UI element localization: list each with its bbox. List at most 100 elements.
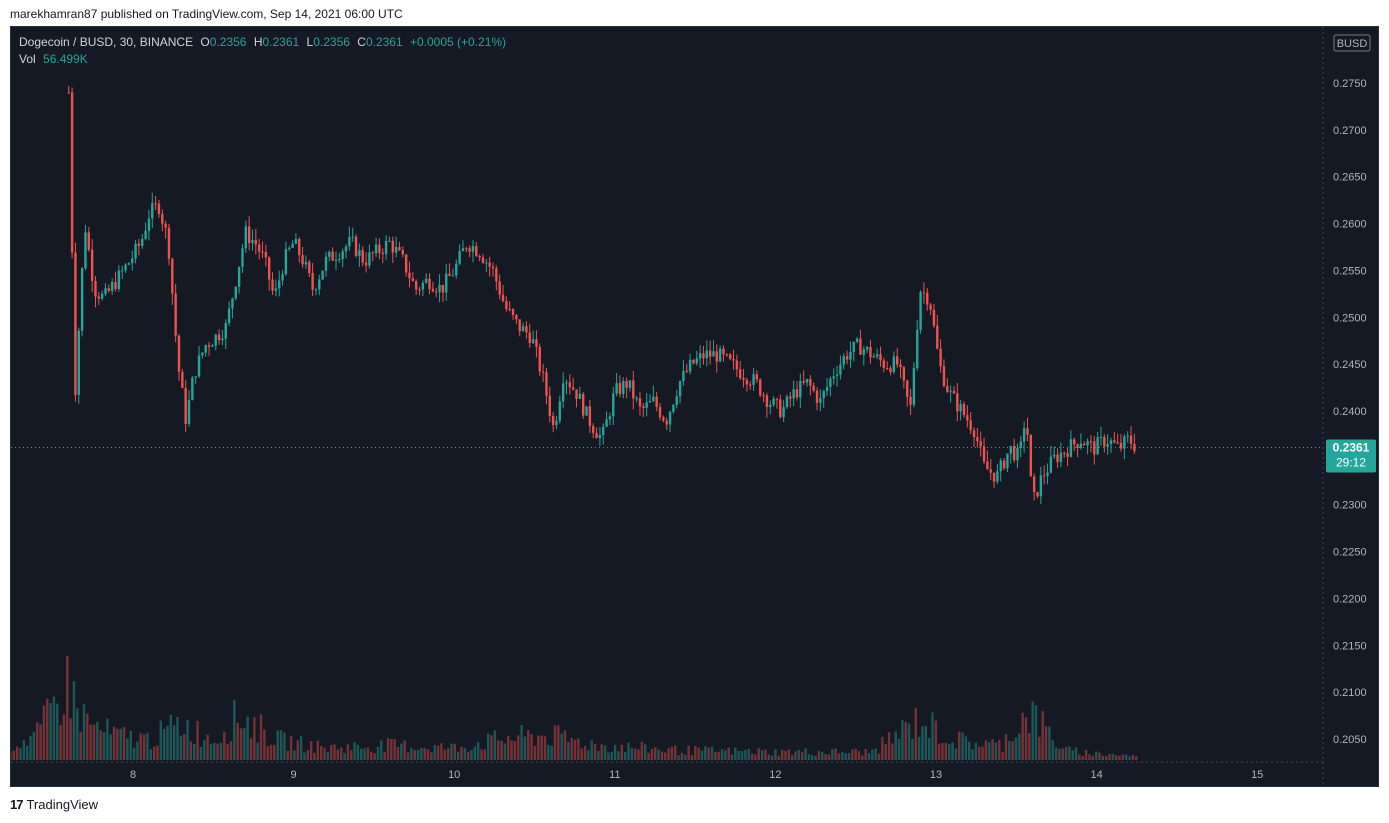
candle-body (822, 391, 825, 399)
volume-bar (901, 720, 904, 760)
candle-body (1063, 452, 1066, 454)
candle-body (314, 289, 318, 291)
volume-bar (96, 721, 99, 760)
candle-body (1129, 435, 1133, 444)
candle-body (642, 406, 645, 408)
candle-body (217, 334, 221, 341)
price-tick-label: 0.2250 (1333, 547, 1367, 559)
candle-body (999, 460, 1002, 472)
volume-bar (797, 749, 801, 760)
volume-bar (800, 752, 804, 760)
volume-bar (1135, 756, 1138, 760)
volume-bar (961, 732, 964, 760)
candle-body (391, 240, 394, 253)
volume-bar (49, 702, 52, 760)
volume-bar (162, 728, 166, 760)
volume-bar (289, 736, 293, 760)
candle-body (802, 380, 805, 383)
candle-body (511, 309, 515, 315)
volume-bar (423, 748, 426, 760)
volume-bar (921, 726, 924, 760)
candle-body (1036, 492, 1039, 497)
price-tick-label: 0.2450 (1333, 359, 1367, 371)
currency-box[interactable] (1333, 34, 1371, 52)
candle-body (308, 262, 311, 274)
candle-body (348, 237, 351, 247)
candle-body (458, 251, 461, 264)
volume-bar (814, 755, 817, 760)
volume-bar (834, 748, 837, 760)
candle-body (334, 259, 338, 261)
volume-bar (917, 736, 921, 760)
volume-bar (931, 712, 934, 760)
candlestick-chart[interactable]: 0.2750 0.2700 0.2650 0.2600 0.2550 0.2500 0.24… (11, 27, 1378, 786)
volume-bar (276, 730, 279, 760)
candle-body (625, 381, 628, 388)
candle-body (435, 291, 438, 293)
candle-body (1106, 444, 1109, 447)
volume-bar (957, 731, 961, 760)
candle-body (865, 347, 869, 350)
candle-body (705, 350, 708, 359)
volume-bar (684, 754, 687, 760)
candle-body (762, 395, 765, 397)
candle-body (839, 364, 842, 375)
volume-bar (647, 752, 650, 760)
volume-bar (690, 755, 694, 760)
volume-bar (32, 731, 36, 760)
volume-bar (587, 749, 590, 760)
volume-bar (126, 738, 129, 760)
brand-name: TradingView (26, 797, 99, 812)
volume-bar (704, 746, 707, 760)
volume-bar (233, 699, 236, 760)
tradingview-logo-icon: 17 (10, 797, 24, 812)
candle-body (247, 226, 251, 243)
volume-bar (500, 740, 503, 760)
volume-bar (11, 751, 12, 760)
candle-body (151, 203, 154, 219)
volume-bar (730, 754, 734, 760)
candle-body (455, 263, 458, 276)
volume-bar (734, 747, 737, 760)
candle-body (411, 278, 415, 282)
volume-bar (363, 748, 366, 760)
volume-bar (236, 722, 239, 760)
volume-bar (413, 749, 416, 760)
candle-body (167, 227, 171, 259)
chart-frame[interactable]: 0.2750 0.2700 0.2650 0.2600 0.2550 0.2500 0.24… (10, 26, 1379, 787)
candle-body (1069, 439, 1073, 457)
candle-body (237, 266, 241, 287)
volume-bar (446, 748, 450, 760)
volume-bar (600, 744, 603, 760)
candle-body (404, 254, 408, 273)
volume-bar (186, 719, 189, 760)
volume-bar (593, 744, 597, 760)
volume-bar (383, 751, 386, 760)
volume-bar (934, 720, 938, 760)
volume-bar (1011, 741, 1014, 760)
volume-bar (82, 704, 86, 760)
volume-bar (470, 750, 473, 760)
symbol-name: Dogecoin / BUSD, 30, BINANCE (19, 35, 193, 49)
volume-bar (897, 739, 901, 760)
candle-body (311, 273, 314, 290)
candle-body (221, 338, 224, 341)
candle-body (992, 472, 996, 482)
footer-brand[interactable]: 17 TradingView (10, 797, 98, 812)
volume-bar (998, 740, 1001, 760)
volume-bar (1125, 754, 1128, 760)
volume-bar (670, 746, 674, 760)
candle-body (926, 292, 929, 305)
candle-body (712, 351, 715, 357)
volume-bar (1078, 754, 1081, 760)
volume-bar (527, 729, 530, 760)
volume-bar (350, 750, 353, 760)
candle-body (722, 348, 725, 355)
candle-body (227, 308, 231, 324)
candle-body (962, 404, 966, 416)
candle-body (171, 258, 174, 294)
volume-bar (864, 749, 867, 760)
volume-bar (543, 736, 547, 760)
volume-bar (831, 749, 834, 760)
volume-bar (416, 749, 420, 760)
